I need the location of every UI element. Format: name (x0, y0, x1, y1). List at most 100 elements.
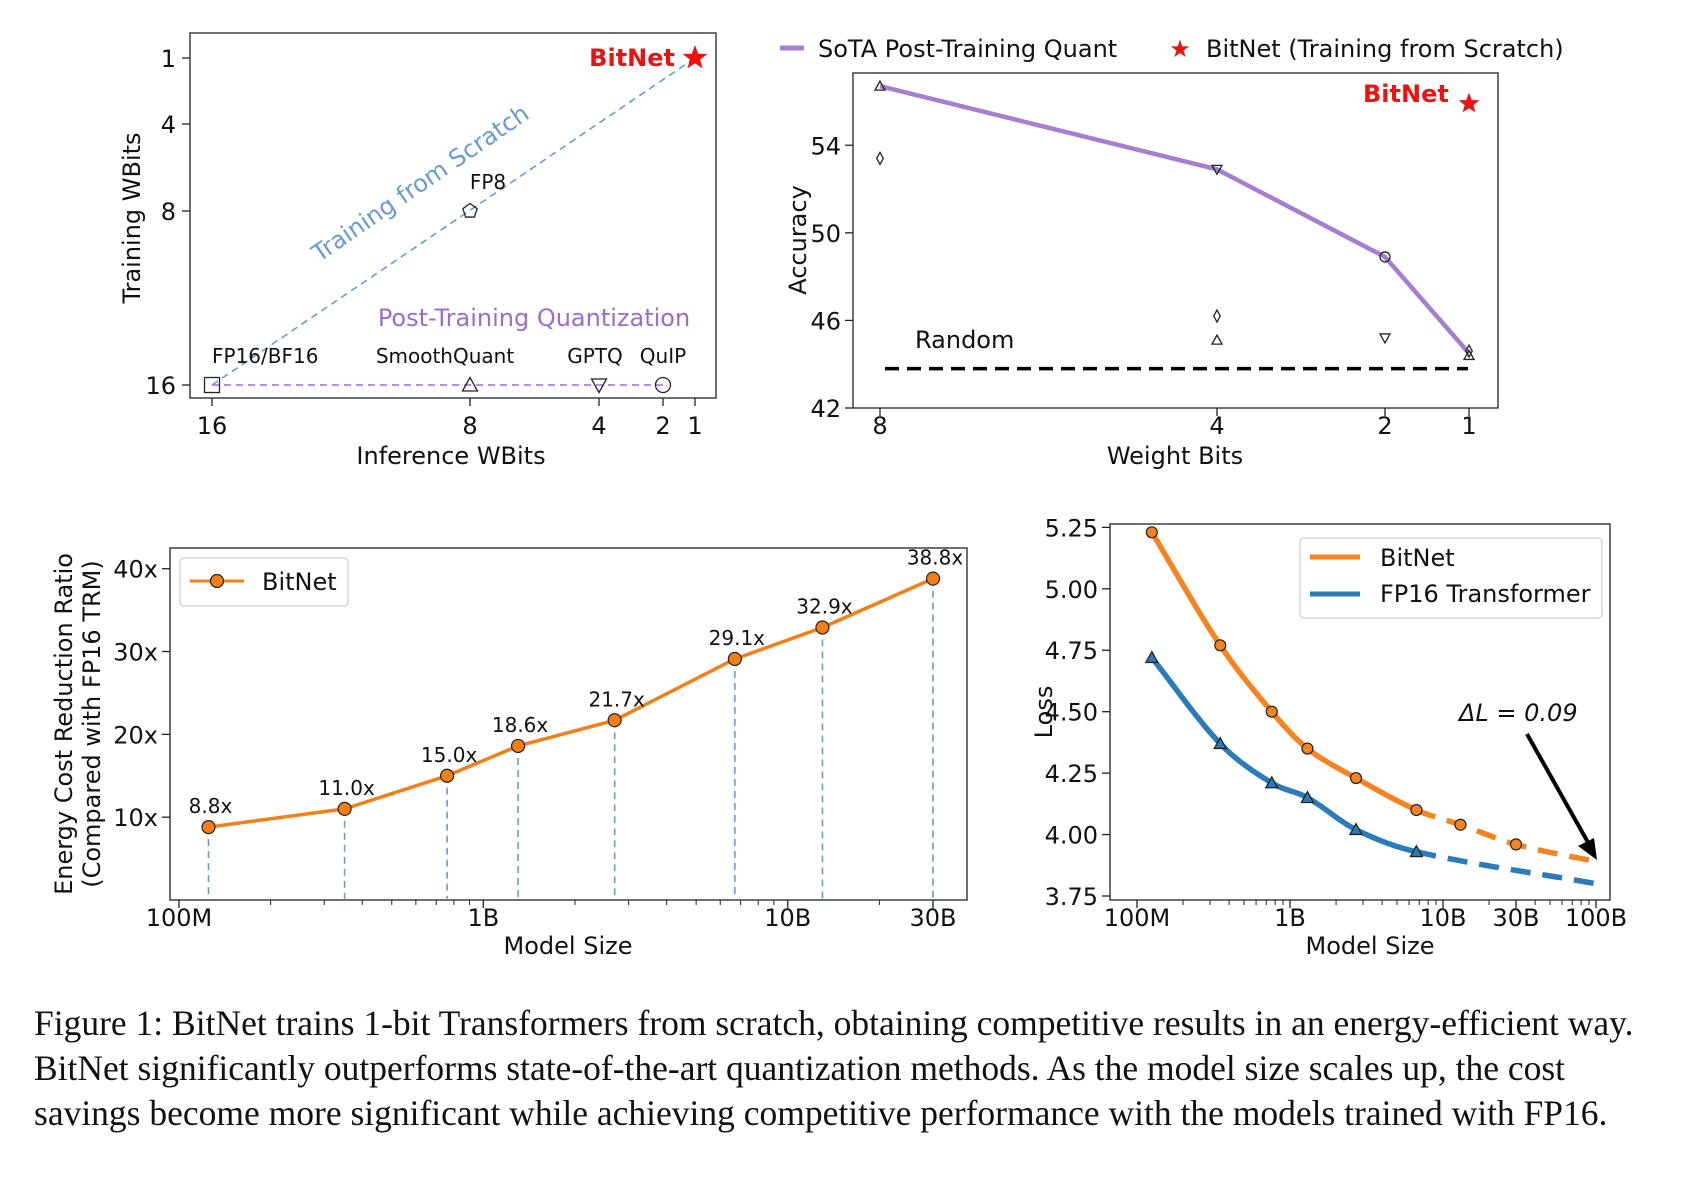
loss-point-fp16 (1300, 790, 1315, 804)
bits-y-axis-label: Training WBits (118, 132, 146, 304)
y-tick-label: 3.75 (1045, 883, 1098, 911)
y-axis-label-line: Energy Cost Reduction Ratio (50, 553, 78, 895)
energy-x-ticks: 100M 1B 10B 30B (146, 900, 957, 932)
energy-value-label: 38.8x (907, 546, 964, 570)
x-tick-label: 30B (1492, 904, 1539, 932)
x-tick-label: 4 (591, 412, 606, 440)
loss-point-bitnet (1454, 818, 1467, 831)
energy-value-label: 29.1x (709, 626, 766, 650)
chart-loss: 3.75 4.00 4.25 4.50 4.75 5.00 5.25 100M 1B 10B 30… (1030, 514, 1627, 960)
energy-legend: BitNet (179, 557, 349, 607)
y-tick-label: 4.75 (1045, 637, 1098, 665)
chart-energy: 10x 20x 30x 40x 100M 1B 10B 30B Model Size Ene… (50, 546, 968, 960)
point-gptq (590, 378, 608, 394)
energy-plot-frame (169, 547, 968, 901)
loss-series (1144, 526, 1597, 887)
loss-legend-box (1299, 537, 1603, 619)
x-tick-label: 1 (1461, 412, 1476, 440)
point-fp16-bf16 (203, 376, 221, 394)
energy-value-label: 8.8x (189, 794, 233, 818)
y-tick-label: 54 (810, 132, 841, 160)
energy-line (208, 577, 934, 829)
y-tick-label: 42 (810, 395, 841, 423)
x-tick-label: 1B (1274, 904, 1306, 932)
energy-point (925, 571, 941, 586)
loss-point-bitnet (1214, 639, 1227, 652)
energy-legend-box (179, 557, 349, 607)
energy-point (201, 820, 216, 835)
point-label: QuIP (640, 344, 686, 368)
energy-droplines (207, 578, 934, 900)
loss-point-fp16 (1144, 650, 1159, 664)
x-tick-label: 8 (462, 412, 477, 440)
bits-point-labels: FP16/BF16 SmoothQuant GPTQ QuIP FP8 BitNet (212, 44, 686, 368)
y-tick-label: 30x (113, 639, 158, 667)
energy-x-axis-label: Model Size (504, 932, 633, 960)
y-tick-label: 5.00 (1045, 576, 1098, 604)
y-tick-label: 50 (810, 220, 841, 248)
ptq-label: Post-Training Quantization (378, 304, 690, 332)
loss-curve-extrapolated-bitnet (1415, 807, 1597, 865)
accuracy-series (879, 83, 1480, 371)
y-tick-label: 8 (161, 198, 176, 226)
y-tick-label: 20x (113, 721, 158, 749)
energy-point (727, 651, 742, 667)
bits-x-axis-label: Inference WBits (356, 442, 545, 470)
energy-value-label: 32.9x (796, 595, 853, 619)
y-tick-label: 5.25 (1045, 514, 1098, 542)
accuracy-bitnet-label: BitNet (1363, 80, 1449, 108)
energy-point (815, 620, 830, 635)
y-tick-label: 40x (113, 556, 158, 584)
point-label: FP16/BF16 (212, 344, 318, 368)
accuracy-y-axis-label: Accuracy (784, 185, 812, 295)
loss-y-ticks: 3.75 4.00 4.25 4.50 4.75 5.00 5.25 (1045, 514, 1110, 911)
energy-value-label: 11.0x (318, 776, 375, 800)
loss-x-ticks: 100M 1B 10B 30B 100B (1104, 900, 1627, 932)
method-point-diamond (1213, 308, 1221, 324)
sota-line (879, 83, 1471, 355)
point-label: BitNet (589, 44, 675, 72)
x-tick-label: 1B (468, 904, 500, 932)
y-tick-label: 46 (810, 307, 841, 335)
loss-curve-extrapolated-fp16 (1415, 849, 1597, 887)
bits-plot-frame (189, 32, 717, 399)
y-axis-label-line: (Compared with FP16 TRM) (78, 560, 106, 888)
x-tick-label: 100M (146, 904, 213, 932)
energy-value-labels: 8.8x 11.0x 15.0x 18.6x 21.7x 29.1x 32.9x 38.8x (189, 546, 964, 818)
x-tick-label: 10B (1419, 904, 1466, 932)
x-tick-label: 10B (764, 904, 811, 932)
loss-curve-fp16 (1149, 655, 1418, 855)
y-tick-label: 4 (161, 111, 176, 139)
y-tick-label: 1 (161, 45, 176, 73)
loss-x-axis-label: Model Size (1306, 932, 1435, 960)
x-tick-label: 8 (872, 412, 887, 440)
x-tick-label: 30B (909, 904, 956, 932)
point-label: SmoothQuant (376, 344, 515, 368)
y-tick-label: 10x (113, 804, 158, 832)
loss-point-bitnet (1265, 705, 1278, 718)
x-tick-label: 100M (1104, 904, 1171, 932)
y-tick-label: 4.25 (1045, 760, 1098, 788)
legend-star-bitnet: ★ (1169, 35, 1191, 63)
accuracy-x-ticks: 8 4 2 1 (872, 408, 1477, 440)
energy-point (607, 713, 622, 728)
loss-point-fp16 (1264, 775, 1279, 789)
energy-legend-label: BitNet (262, 568, 337, 596)
loss-point-bitnet (1410, 803, 1423, 817)
bits-points (203, 45, 708, 394)
x-tick-label: 16 (197, 412, 228, 440)
loss-point-bitnet (1145, 526, 1158, 539)
accuracy-plot-frame (852, 72, 1499, 409)
method-point-circle (1379, 251, 1391, 263)
method-point-triangle-up (873, 79, 887, 91)
x-tick-label: 1 (687, 412, 702, 440)
loss-point-bitnet (1301, 742, 1314, 755)
loss-legend-label-fp16: FP16 Transformer (1380, 580, 1591, 608)
loss-point-fp16 (1409, 844, 1424, 858)
method-point-triangle-up (1210, 333, 1224, 345)
delta-loss-arrow-shaft (1525, 733, 1592, 847)
accuracy-y-ticks: 42 46 50 54 (810, 132, 853, 423)
random-label: Random (915, 326, 1014, 354)
